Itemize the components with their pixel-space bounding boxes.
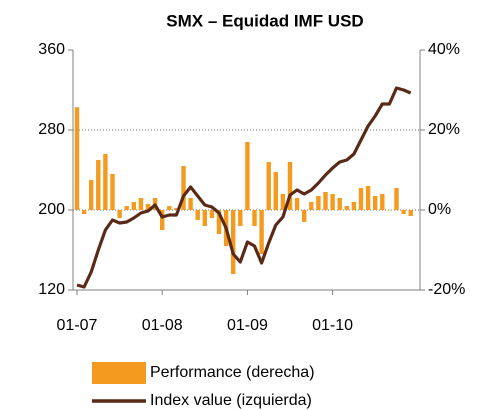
bar	[202, 210, 207, 226]
bar	[394, 188, 399, 210]
bar	[316, 196, 321, 210]
x-tick-label: 01-09	[227, 317, 268, 334]
y-tick-label: 200	[38, 201, 65, 218]
bar	[387, 210, 392, 211]
x-tick-label: 01-07	[57, 317, 98, 334]
bar	[238, 210, 243, 226]
bar	[252, 210, 257, 226]
bar	[131, 202, 136, 210]
legend-label: Performance (derecha)	[150, 364, 315, 381]
y-tick-label: 280	[38, 121, 65, 138]
bar	[138, 198, 144, 210]
line	[76, 86, 412, 289]
bar	[181, 166, 186, 210]
y2-tick-label: 0%	[428, 201, 451, 218]
bar	[145, 204, 151, 210]
bar	[110, 174, 115, 210]
bar	[302, 210, 307, 222]
bar	[124, 206, 129, 210]
bar	[167, 206, 172, 210]
bar	[337, 198, 342, 210]
bar	[231, 210, 236, 274]
bar	[209, 210, 215, 218]
y2-tick-label: 20%	[428, 121, 460, 138]
bar	[89, 180, 94, 210]
bar	[323, 192, 328, 210]
y2-tick-label: -20%	[428, 281, 465, 298]
bar	[96, 160, 101, 210]
bar	[330, 194, 335, 210]
x-tick-label: 01-08	[142, 317, 183, 334]
bar	[408, 210, 413, 216]
legend-label: Index value (izquierda)	[150, 392, 312, 409]
bar	[380, 194, 385, 210]
bar	[287, 162, 293, 210]
y-tick-label: 360	[38, 41, 65, 58]
bar	[373, 196, 378, 210]
bar	[216, 210, 222, 234]
bar	[273, 172, 278, 210]
bar	[365, 186, 371, 210]
bar	[259, 210, 264, 254]
bar	[266, 162, 271, 210]
bar	[117, 210, 122, 218]
bar	[280, 194, 286, 210]
x-tick-label: 01-10	[312, 317, 353, 334]
bar	[351, 202, 357, 210]
bar	[245, 142, 250, 210]
bar	[74, 107, 80, 210]
bar	[174, 208, 179, 210]
bar	[309, 202, 314, 210]
bar	[344, 206, 349, 210]
bar	[195, 210, 200, 220]
bar	[103, 154, 108, 210]
y-tick-label: 120	[38, 281, 65, 298]
chart-title: SMX – Equidad IMF USD	[166, 11, 363, 30]
bar	[294, 198, 300, 210]
bar	[160, 210, 165, 230]
y2-tick-label: 40%	[428, 41, 460, 58]
bar	[401, 210, 406, 214]
bar	[81, 210, 87, 214]
legend-swatch	[92, 362, 146, 384]
bar	[188, 198, 193, 210]
bar	[358, 188, 364, 210]
